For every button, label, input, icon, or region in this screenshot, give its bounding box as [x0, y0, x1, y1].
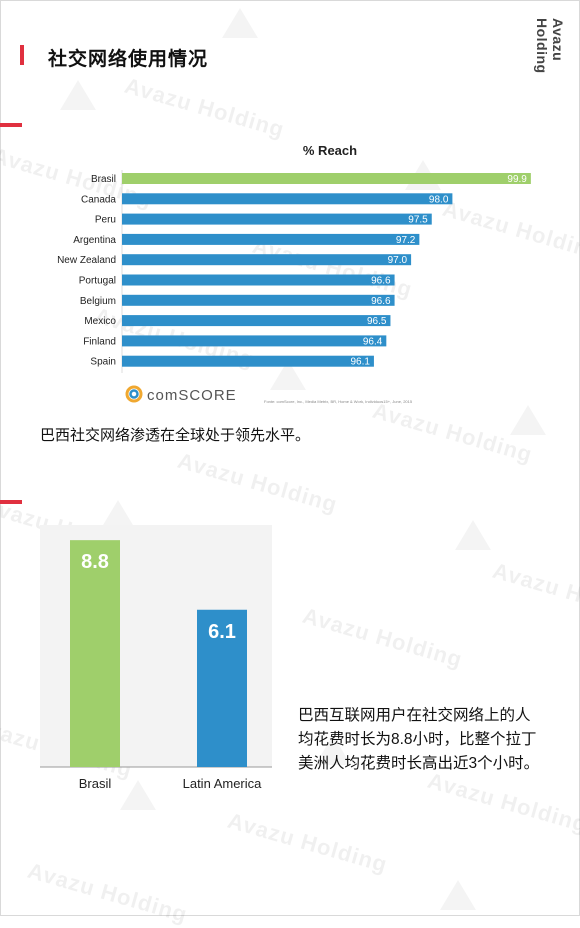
- bar: [122, 315, 391, 327]
- comscore-logo-mark-icon: [125, 385, 143, 403]
- hours-bar-chart: 8.8 Brasil 6.1 Latin America: [40, 525, 272, 791]
- hours-caption-line: 均花费时长为8.8小时，比整个拉丁: [298, 731, 537, 748]
- brand-logo-text: Avazu Holding: [534, 18, 566, 74]
- bars-group: 8.8 Brasil 6.1 Latin America: [70, 540, 262, 791]
- value-label: 96.1: [350, 357, 370, 368]
- bar: [70, 540, 120, 767]
- bar: [122, 294, 395, 306]
- category-label: Portugal: [79, 276, 116, 287]
- watermark-triangle-icon: [455, 520, 491, 550]
- category-label: Canada: [81, 194, 116, 205]
- bars-group: Brasil 99.9 Canada 98.0 Peru 97.5 Argentina 97.…: [57, 173, 531, 368]
- chart-title: % Reach: [303, 143, 357, 158]
- value-label: 97.5: [408, 215, 428, 226]
- value-label: 8.8: [81, 551, 109, 573]
- category-label: Latin America: [183, 776, 263, 791]
- title-accent-mark: [20, 45, 24, 65]
- value-label: 97.2: [396, 235, 416, 246]
- bar: [122, 254, 412, 266]
- category-label: Belgium: [80, 296, 116, 307]
- category-label: New Zealand: [57, 255, 116, 266]
- category-label: Brasil: [91, 174, 116, 185]
- bar: [122, 274, 395, 286]
- reach-caption: 巴西社交网络渗透在全球处于领先水平。: [40, 427, 311, 444]
- comscore-logo-mark-icon: [129, 389, 139, 399]
- value-label: 99.9: [507, 174, 527, 185]
- watermark-triangle-icon: [440, 880, 476, 910]
- value-label: 97.0: [388, 255, 408, 266]
- bar: [122, 193, 453, 205]
- comscore-logo: comSCORE: [125, 385, 237, 404]
- bar: [122, 173, 531, 184]
- section-accent-bar: [0, 500, 22, 504]
- watermark-triangle-icon: [510, 405, 546, 435]
- bar: [122, 355, 374, 367]
- section-accent-bar: [0, 123, 22, 127]
- hours-caption: 巴西互联网用户在社交网络上的人 均花费时长为8.8小时，比整个拉丁 美洲人均花费…: [298, 704, 539, 776]
- category-label: Brasil: [79, 776, 112, 791]
- value-label: 96.6: [371, 296, 391, 307]
- bar: [122, 233, 420, 245]
- watermark-triangle-icon: [60, 80, 96, 110]
- watermark-triangle-icon: [315, 735, 351, 765]
- value-label: 98.0: [429, 194, 449, 205]
- value-label: 6.1: [208, 621, 236, 643]
- category-label: Finland: [83, 336, 116, 347]
- bar: [197, 609, 247, 767]
- value-label: 96.4: [363, 336, 383, 347]
- bar: [122, 335, 387, 347]
- bar: [122, 213, 432, 225]
- hours-caption-line: 美洲人均花费时长高出近3个小时。: [298, 755, 540, 772]
- source-logo-text: comSCORE: [147, 387, 237, 404]
- value-label: 96.6: [371, 276, 391, 287]
- source-note: Fonte: comScore, Inc., Media Metrix, BR,…: [264, 399, 413, 404]
- value-label: 96.5: [367, 316, 387, 327]
- reach-bar-chart: % Reach Brasil 99.9 Canada 98.0 Peru 97.5 Arge…: [57, 143, 531, 404]
- category-label: Mexico: [84, 316, 116, 327]
- category-label: Spain: [90, 357, 116, 368]
- category-label: Peru: [95, 215, 116, 226]
- hours-caption-line: 巴西互联网用户在社交网络上的人: [298, 707, 531, 724]
- category-label: Argentina: [73, 235, 116, 246]
- watermark-triangle-icon: [120, 780, 156, 810]
- watermark-triangle-icon: [222, 8, 258, 38]
- page-title: 社交网络使用情况: [48, 49, 209, 70]
